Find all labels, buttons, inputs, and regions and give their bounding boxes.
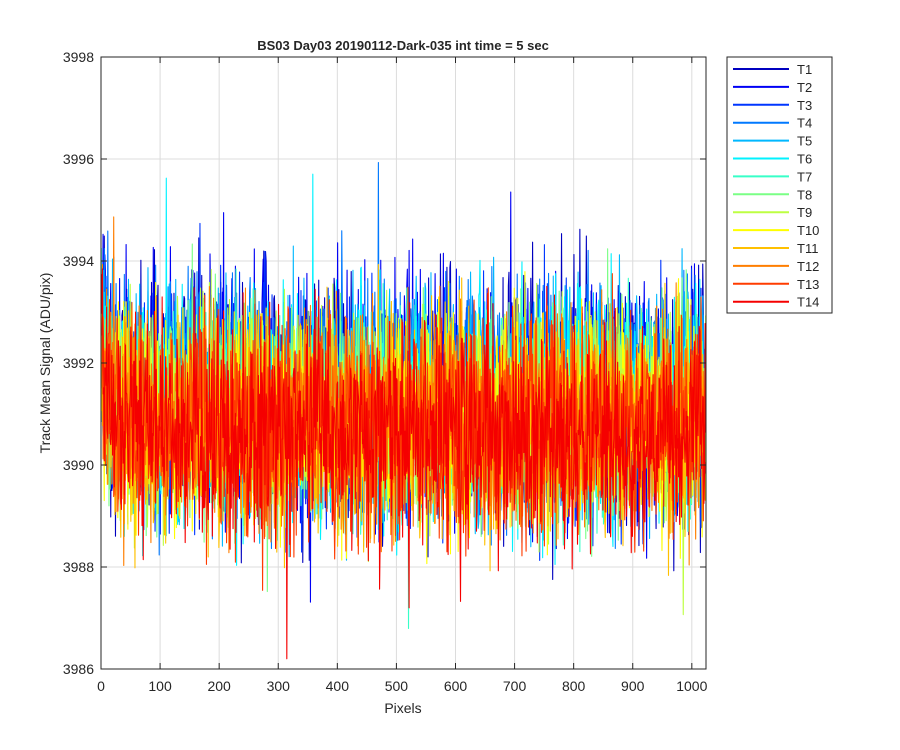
- y-tick-label: 3986: [63, 661, 94, 677]
- legend-label-t7: T7: [797, 169, 812, 184]
- legend-box: [726, 56, 833, 314]
- y-tick-label: 3992: [63, 355, 94, 371]
- series-lines: [100, 161, 707, 660]
- x-tick-label: 1000: [676, 678, 707, 694]
- legend: T1 T2 T3 T4 T5 T6 T7 T8 T9 T10 T11 T12 T13 T14: [726, 56, 833, 314]
- chart-title: BS03 Day03 20190112-Dark-035 int time = …: [257, 38, 549, 53]
- legend-label-t10: T10: [797, 223, 819, 238]
- legend-label-t6: T6: [797, 152, 812, 167]
- x-tick-label: 600: [444, 678, 468, 694]
- legend-label-t12: T12: [797, 259, 819, 274]
- x-tick-label: 700: [503, 678, 527, 694]
- x-axis-label: Pixels: [384, 700, 421, 716]
- x-tick-label: 200: [207, 678, 231, 694]
- legend-label-t8: T8: [797, 187, 812, 202]
- series-line-t14: [100, 268, 707, 660]
- y-tick-label: 3988: [63, 559, 94, 575]
- legend-label-t2: T2: [797, 80, 812, 95]
- x-tick-label: 500: [385, 678, 409, 694]
- legend-label-t11: T11: [797, 241, 818, 256]
- legend-label-t4: T4: [797, 116, 812, 131]
- axis-ticks: 0 100 200 300 400 500 600 700 800 900 1000 3986 3988…: [63, 49, 708, 694]
- y-tick-label: 3996: [63, 151, 94, 167]
- y-tick-label: 3990: [63, 457, 94, 473]
- legend-label-t5: T5: [797, 134, 812, 149]
- y-tick-label: 3994: [63, 253, 94, 269]
- legend-label-t3: T3: [797, 98, 812, 113]
- x-tick-label: 400: [326, 678, 350, 694]
- x-tick-label: 0: [97, 678, 105, 694]
- x-tick-label: 100: [148, 678, 172, 694]
- y-axis-label: Track Mean Signal (ADU/pix): [37, 273, 53, 454]
- legend-label-t14: T14: [797, 295, 819, 310]
- y-tick-label: 3998: [63, 49, 94, 65]
- x-tick-label: 300: [267, 678, 291, 694]
- x-tick-label: 900: [621, 678, 645, 694]
- legend-label-t13: T13: [797, 277, 819, 292]
- x-tick-label: 800: [562, 678, 586, 694]
- legend-label-t1: T1: [797, 62, 812, 77]
- legend-label-t9: T9: [797, 205, 812, 220]
